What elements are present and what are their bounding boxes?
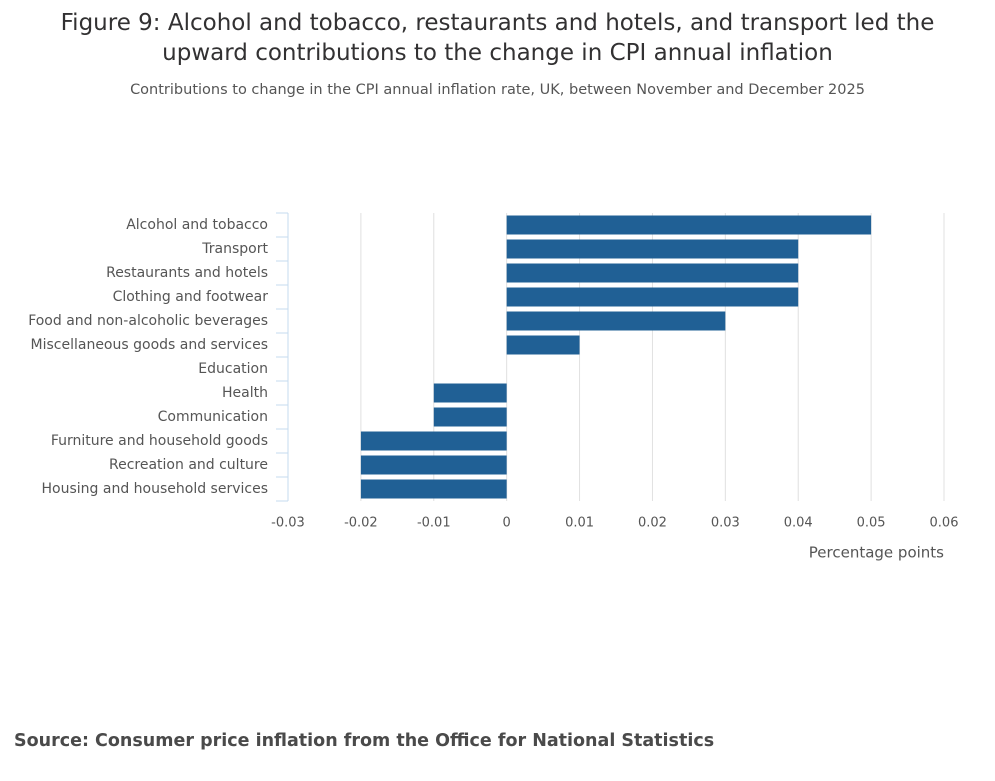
y-tick-label: Communication [158, 409, 268, 425]
y-tick-label: Alcohol and tobacco [126, 217, 268, 233]
bar [433, 383, 507, 403]
y-tick-label: Housing and household services [42, 481, 268, 497]
chart: Percentage points -0.03 -0.02 -0.01 0 0.01 0.… [28, 212, 959, 562]
bar [360, 455, 507, 475]
chart-subtitle: Contributions to change in the CPI annua… [130, 82, 865, 98]
y-tick-label: Education [198, 361, 268, 377]
bar [360, 479, 507, 499]
y-tick-label: Transport [201, 241, 268, 257]
y-tick-label: Food and non-alcoholic beverages [28, 313, 268, 329]
x-tick-label: 0.03 [711, 516, 740, 531]
x-tick-label: -0.02 [344, 516, 378, 531]
x-tick-label: 0.06 [930, 516, 959, 531]
y-tick-label: Recreation and culture [109, 457, 268, 473]
x-tick-label: -0.03 [271, 516, 305, 531]
bar [506, 215, 872, 235]
bar [360, 431, 507, 451]
x-tick-label: 0 [503, 516, 511, 531]
y-tick-label: Furniture and household goods [51, 433, 268, 449]
y-tick-label: Restaurants and hotels [106, 265, 268, 281]
x-tick-label: -0.01 [417, 516, 451, 531]
bar [506, 311, 726, 331]
y-tick-label: Health [222, 385, 268, 401]
x-tick-label: 0.05 [857, 516, 886, 531]
x-tick-label: 0.02 [638, 516, 667, 531]
chart-title: Figure 9: Alcohol and tobacco, restauran… [60, 10, 935, 66]
x-axis-label: Percentage points [809, 544, 944, 562]
y-tick-label: Clothing and footwear [113, 289, 269, 305]
x-tick-label: 0.01 [565, 516, 594, 531]
bar [433, 407, 507, 427]
x-tick-label: 0.04 [784, 516, 813, 531]
bar [506, 239, 799, 259]
bar [506, 335, 580, 355]
y-tick-label: Miscellaneous goods and services [31, 337, 268, 353]
source-note: Source: Consumer price inflation from th… [14, 731, 715, 751]
bar [506, 287, 799, 307]
bar [506, 263, 799, 283]
